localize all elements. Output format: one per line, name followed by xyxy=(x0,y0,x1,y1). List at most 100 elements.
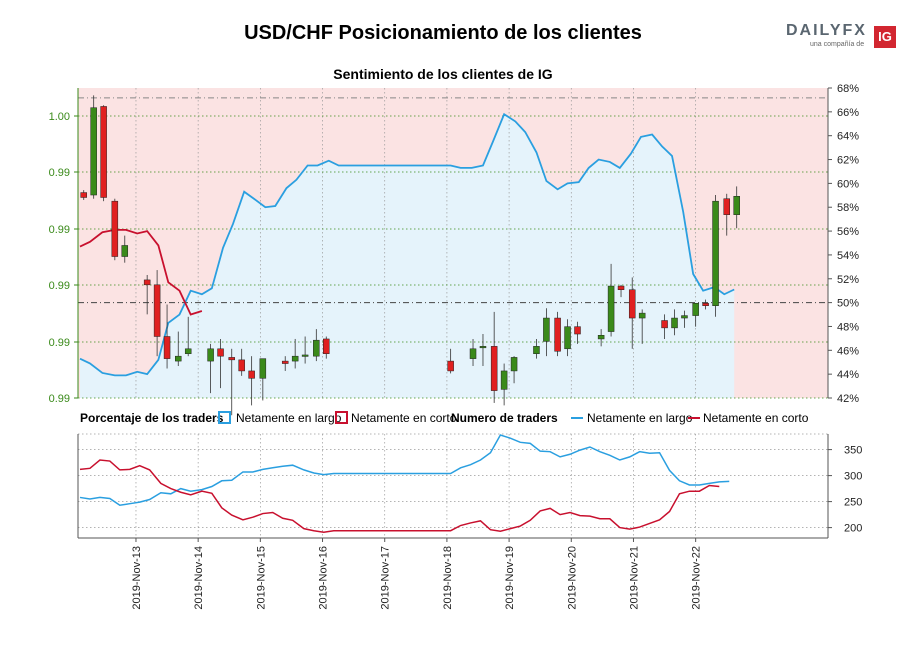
x-axis-tick-label: 2019-Nov-16 xyxy=(318,546,330,610)
candle xyxy=(490,311,498,403)
right-axis-tick-label: 56% xyxy=(837,226,859,238)
candle-body xyxy=(543,317,550,342)
candle-body xyxy=(248,370,255,379)
candle xyxy=(733,186,740,229)
candle xyxy=(153,270,161,357)
candle-body xyxy=(500,370,508,390)
candle xyxy=(533,338,540,359)
traders-axis-tick-label: 250 xyxy=(844,497,862,509)
logo-ig-badge: IG xyxy=(874,26,896,48)
candle-body xyxy=(184,348,192,354)
candle xyxy=(175,331,182,367)
right-axis-tick-label: 60% xyxy=(837,178,859,190)
candle-body xyxy=(574,326,581,335)
candle xyxy=(228,348,235,416)
legend-pct-long-swatch xyxy=(218,411,231,424)
candle xyxy=(301,336,309,364)
traders-axis-tick-label: 200 xyxy=(844,523,862,535)
candle-body xyxy=(490,346,498,391)
x-axis-tick-label: 2019-Nov-15 xyxy=(255,546,267,610)
candle xyxy=(510,356,518,384)
candle xyxy=(143,274,151,315)
traders-axis-tick-label: 300 xyxy=(844,471,862,483)
candle xyxy=(90,95,97,199)
candle xyxy=(661,314,668,339)
candle-body xyxy=(207,348,214,362)
candle xyxy=(628,277,636,349)
candle xyxy=(564,319,571,357)
candle-body xyxy=(447,360,454,372)
candle xyxy=(692,303,699,327)
candle xyxy=(702,299,709,310)
left-axis-tick-label: 1.00 xyxy=(49,111,70,123)
left-axis-tick-label: 0.99 xyxy=(49,167,70,179)
candle-body xyxy=(681,315,688,319)
candle xyxy=(259,358,267,401)
candle xyxy=(574,321,581,344)
candle-body xyxy=(291,355,299,362)
candle xyxy=(543,308,550,357)
right-axis-tick-label: 46% xyxy=(837,345,859,357)
candle-body xyxy=(228,357,235,361)
candle xyxy=(617,284,625,298)
chart-title: USD/CHF Posicionamiento de los clientes xyxy=(244,22,642,44)
right-axis-tick-label: 64% xyxy=(837,131,859,143)
right-axis-tick-label: 58% xyxy=(837,202,859,214)
candle xyxy=(184,316,192,357)
right-axis-tick-label: 52% xyxy=(837,274,859,286)
line-long-pct xyxy=(79,112,735,377)
line-traders-long xyxy=(79,434,730,507)
candle-body xyxy=(100,106,107,198)
right-axis-tick-label: 44% xyxy=(837,369,859,381)
candle xyxy=(671,309,678,336)
candle-body xyxy=(564,326,571,350)
line-short-pct xyxy=(79,228,203,316)
x-axis-tick-label: 2019-Nov-22 xyxy=(691,546,703,610)
candle-body xyxy=(217,348,224,357)
candle-body xyxy=(143,279,151,286)
candle-body xyxy=(723,198,730,215)
candle xyxy=(238,348,245,376)
x-axis-tick-label: 2019-Nov-19 xyxy=(504,546,516,610)
candle xyxy=(681,310,688,328)
candle-body xyxy=(617,285,625,290)
x-axis-tick-label: 2019-Nov-18 xyxy=(442,546,454,610)
candle-body xyxy=(111,200,119,257)
candle xyxy=(323,336,330,359)
candle xyxy=(638,309,646,344)
candle-body xyxy=(281,360,289,364)
candle-body xyxy=(661,320,668,329)
right-axis-tick-label: 62% xyxy=(837,155,859,167)
candle xyxy=(712,195,719,317)
candle-body xyxy=(638,312,646,319)
dailyfx-logo: DAILYFX una compañía de IG xyxy=(786,22,898,52)
right-axis-tick-label: 42% xyxy=(837,393,859,405)
legend: Porcentaje de los traders Netamente en l… xyxy=(80,411,809,425)
candle xyxy=(163,304,171,369)
sentiment-panel: 1.00 0.99 0.99 0.99 0.99 0.99 68% 66% 64% 62% 60%… xyxy=(49,83,859,416)
candle-body xyxy=(153,284,161,337)
candle xyxy=(217,338,224,389)
candle-body xyxy=(301,354,309,357)
candle-body xyxy=(692,303,699,316)
chart-subtitle: Sentimiento de los clientes de IG xyxy=(333,66,553,82)
left-axis-tick-label: 0.99 xyxy=(49,393,70,405)
candle-body xyxy=(469,348,477,359)
candle xyxy=(111,198,119,261)
right-axis-tick-label: 66% xyxy=(837,107,859,119)
candle xyxy=(479,334,487,367)
candle-body xyxy=(163,336,171,359)
candle xyxy=(469,338,477,367)
candle-body xyxy=(80,192,87,198)
x-axis-tick-label: 2019-Nov-21 xyxy=(628,546,640,610)
right-axis-tick-label: 48% xyxy=(837,321,859,333)
candle-body xyxy=(702,303,709,306)
candle-body xyxy=(510,357,518,372)
candle xyxy=(100,105,107,202)
candle xyxy=(121,235,129,263)
x-axis-tick-label: 2019-Nov-17 xyxy=(380,546,392,610)
candle-body xyxy=(533,346,540,354)
candle xyxy=(554,311,561,357)
left-axis-tick-label: 0.99 xyxy=(49,337,70,349)
candle-body xyxy=(671,317,678,329)
